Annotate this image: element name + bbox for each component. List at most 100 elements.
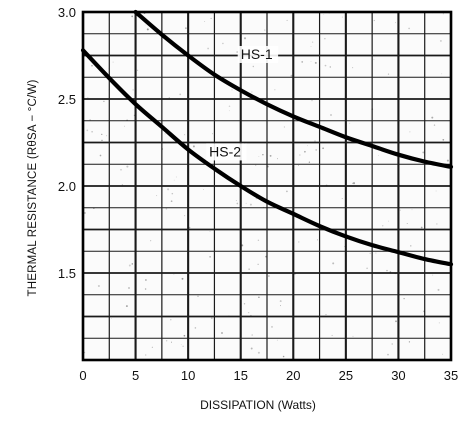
texture-speckle bbox=[112, 61, 114, 63]
y-axis-title: THERMAL RESISTANCE (RθSA − °C/W) bbox=[27, 79, 39, 296]
texture-speckle bbox=[182, 345, 184, 347]
texture-speckle bbox=[436, 223, 438, 225]
texture-speckle bbox=[236, 202, 239, 205]
texture-speckle bbox=[166, 340, 168, 342]
texture-speckle bbox=[204, 21, 206, 22]
texture-speckle bbox=[185, 27, 187, 30]
y-tick-label: 3.0 bbox=[58, 5, 76, 20]
texture-speckle bbox=[203, 189, 205, 191]
texture-speckle bbox=[439, 39, 442, 42]
texture-speckle bbox=[422, 151, 425, 154]
x-tick-label: 5 bbox=[132, 368, 139, 383]
texture-speckle bbox=[435, 190, 437, 192]
grid-lines bbox=[81, 10, 453, 362]
texture-speckle bbox=[386, 269, 388, 272]
texture-speckle bbox=[311, 41, 314, 43]
texture-speckle bbox=[431, 116, 434, 119]
texture-speckle bbox=[180, 344, 182, 346]
texture-speckle bbox=[257, 239, 260, 242]
y-tick-label: 1.5 bbox=[58, 266, 76, 281]
x-axis-title: DISSIPATION (Watts) bbox=[200, 398, 316, 412]
texture-speckle bbox=[184, 134, 186, 136]
texture-speckle bbox=[282, 355, 285, 358]
texture-speckle bbox=[331, 334, 333, 336]
texture-speckle bbox=[211, 133, 213, 135]
texture-speckle bbox=[144, 288, 147, 290]
texture-speckle bbox=[207, 47, 209, 50]
texture-speckle bbox=[235, 199, 237, 202]
texture-speckle bbox=[156, 195, 158, 197]
texture-speckle bbox=[131, 263, 134, 265]
texture-speckle bbox=[97, 284, 100, 288]
texture-speckle bbox=[170, 200, 173, 203]
texture-speckle bbox=[179, 93, 182, 96]
texture-speckle bbox=[170, 341, 173, 343]
texture-speckle bbox=[210, 317, 213, 320]
texture-speckle bbox=[276, 339, 278, 341]
texture-speckle bbox=[310, 46, 312, 48]
texture-speckle bbox=[125, 305, 128, 308]
texture-speckle bbox=[377, 154, 379, 156]
texture-speckle bbox=[283, 126, 285, 128]
texture-speckle bbox=[128, 264, 131, 267]
series-label-bg-hs-2 bbox=[206, 143, 247, 161]
texture-speckle bbox=[151, 346, 153, 348]
texture-speckle bbox=[258, 155, 260, 157]
series-labels: HS-1 HS-2 bbox=[206, 45, 279, 161]
texture-speckle bbox=[145, 279, 147, 281]
texture-speckle bbox=[106, 135, 108, 137]
texture-speckle bbox=[351, 182, 354, 184]
texture-speckle bbox=[316, 239, 318, 241]
texture-speckle bbox=[298, 241, 300, 243]
texture-speckle bbox=[290, 74, 293, 77]
texture-speckle bbox=[279, 300, 282, 303]
texture-speckle bbox=[270, 325, 274, 328]
texture-speckle bbox=[250, 347, 253, 350]
texture-speckle bbox=[171, 192, 174, 195]
x-tick-label: 25 bbox=[339, 368, 353, 383]
texture-speckle bbox=[314, 61, 317, 64]
texture-speckle bbox=[89, 119, 91, 121]
tick-labels: 0 5 10 15 20 25 30 35 1.5 2.0 2.5 3.0 bbox=[58, 5, 458, 383]
x-tick-label: 15 bbox=[233, 368, 247, 383]
texture-speckle bbox=[249, 203, 252, 206]
texture-speckle bbox=[101, 139, 103, 142]
texture-speckle bbox=[391, 343, 393, 345]
x-tick-label: 10 bbox=[181, 368, 195, 383]
texture-speckle bbox=[299, 154, 301, 156]
texture-speckle bbox=[175, 176, 177, 178]
series-line-hs-2 bbox=[80, 48, 454, 267]
texture-speckle bbox=[323, 14, 325, 16]
texture-speckle bbox=[131, 15, 134, 18]
texture-speckle bbox=[251, 334, 254, 336]
series-group bbox=[80, 9, 454, 267]
texture-speckle bbox=[209, 230, 211, 232]
texture-speckle bbox=[387, 73, 390, 75]
texture-speckle bbox=[442, 13, 444, 15]
texture-speckle bbox=[446, 159, 449, 162]
texture-speckle bbox=[181, 277, 184, 280]
texture-speckle bbox=[228, 110, 230, 112]
texture-speckle bbox=[344, 246, 345, 247]
texture-speckle bbox=[221, 332, 223, 334]
texture-speckle bbox=[264, 29, 266, 31]
texture-speckle bbox=[366, 267, 368, 270]
texture-speckle bbox=[210, 17, 212, 19]
texture-speckle bbox=[228, 105, 231, 108]
texture-speckle bbox=[325, 314, 327, 316]
texture-speckle bbox=[209, 256, 211, 258]
texture-speckle bbox=[245, 202, 247, 204]
texture-speckle bbox=[329, 66, 332, 68]
texture-speckle bbox=[164, 133, 166, 135]
texture-speckle bbox=[84, 212, 86, 214]
texture-speckle bbox=[369, 252, 371, 254]
texture-speckle bbox=[243, 37, 247, 40]
texture-speckle bbox=[243, 303, 246, 305]
texture-speckle bbox=[257, 263, 259, 265]
texture-speckle bbox=[103, 100, 105, 103]
y-tick-label: 2.5 bbox=[58, 92, 76, 107]
texture-speckle bbox=[408, 27, 410, 30]
texture-speckle bbox=[247, 311, 250, 314]
